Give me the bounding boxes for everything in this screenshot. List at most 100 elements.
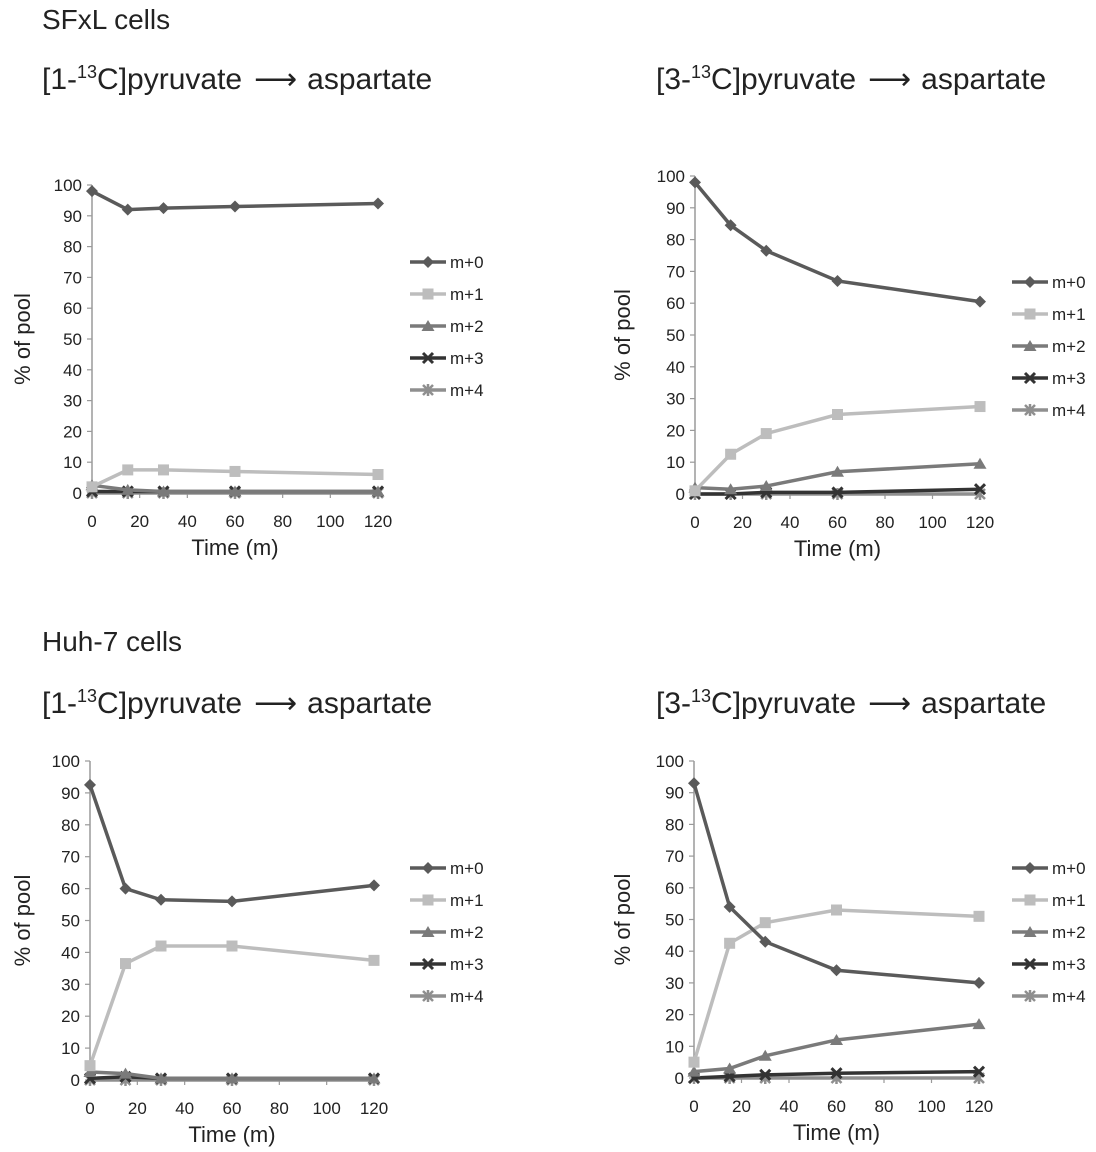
legend-entry: m+0 [1012,273,1086,292]
legend-marker [1023,340,1037,351]
x-tick-label: 120 [364,512,392,531]
x-tick-label: 20 [733,513,752,532]
data-point [973,976,985,989]
x-tick-label: 80 [270,1099,289,1118]
x-tick-label: 100 [917,1097,945,1116]
data-point [973,457,987,469]
data-point [972,1065,986,1078]
title-isotope: 13 [691,62,712,82]
legend-label: m+1 [450,891,484,910]
series-mplus1 [688,904,985,1068]
legend-label: m+0 [1052,273,1086,292]
data-point [372,197,384,210]
y-tick-label: 50 [63,330,82,349]
series-mplus3 [687,1065,986,1085]
data-point [725,448,737,460]
legend-entry: m+1 [410,891,484,910]
x-tick-label: 40 [178,512,197,531]
y-tick-label: 100 [54,176,82,195]
data-point [225,1072,239,1084]
data-point [367,1072,381,1084]
y-tick-label: 0 [71,1071,80,1090]
y-tick-label: 40 [665,942,684,961]
legend-label: m+0 [450,859,484,878]
title-substrate: C]pyruvate [711,687,857,720]
legend-label: m+3 [450,955,484,974]
data-point [228,485,242,497]
data-point [372,469,384,481]
legend-label: m+4 [450,381,484,400]
legend-label: m+3 [1052,955,1086,974]
data-point [687,1065,701,1077]
section-title-sfxl: SFxL cells [42,4,171,35]
data-point [155,893,167,906]
panel-title-huh7-1c: [1-13C]pyruvate ⟶ aspartate [42,686,432,721]
y-tick-label: 80 [666,231,685,250]
y-tick-label: 60 [666,294,685,313]
y-tick-label: 80 [63,238,82,257]
y-tick-label: 20 [61,1007,80,1026]
title-product: aspartate [307,687,433,720]
data-point [759,935,772,948]
legend-label: m+2 [450,923,484,942]
x-tick-label: 120 [965,1097,993,1116]
legend-marker [421,320,435,331]
data-point [689,485,701,497]
data-point [973,910,985,922]
data-point [830,1033,843,1045]
x-tick-label: 100 [918,513,946,532]
y-tick-label: 0 [73,484,82,503]
y-tick-label: 0 [675,1069,684,1088]
data-point [688,777,700,790]
y-tick-label: 70 [665,847,684,866]
legend-marker [422,288,434,300]
x-tick-label: 0 [87,512,96,531]
y-tick-label: 90 [61,784,80,803]
data-point [972,1018,986,1030]
legend-label: m+4 [1052,401,1086,420]
y-tick-label: 10 [666,453,685,472]
legend-label: m+4 [1052,987,1086,1006]
x-tick-label: 100 [316,512,344,531]
y-tick-label: 50 [666,326,685,345]
y-tick-label: 40 [666,358,685,377]
data-point [226,895,238,908]
legend-entry: m+2 [410,317,484,336]
y-tick-label: 30 [665,974,684,993]
data-point [229,200,241,213]
data-point [121,203,134,216]
data-point [157,485,170,497]
y-tick-label: 50 [665,911,684,930]
y-tick-label: 30 [666,390,685,409]
legend-entry: m+3 [1012,955,1086,974]
data-point [724,937,736,949]
panel-title-huh7-3c: [3-13C]pyruvate ⟶ aspartate [656,686,1046,721]
legend-marker [1024,308,1036,320]
y-tick-label: 80 [665,815,684,834]
legend-label: m+2 [450,317,484,336]
title-isotope: 13 [691,686,712,706]
series-line [88,944,375,1067]
data-point [723,900,736,913]
y-tick-label: 40 [63,361,82,380]
legend-marker [422,384,434,396]
legend-marker [1023,926,1037,937]
arrow-icon: ⟶ [868,63,912,96]
legend-entry: m+0 [410,253,484,272]
x-tick-label: 40 [780,1097,799,1116]
data-point [724,483,738,495]
data-point [723,1062,737,1074]
legend-marker [422,894,434,906]
x-axis-title: Time (m) [188,1122,275,1147]
series-line [693,1022,980,1074]
x-tick-label: 0 [85,1099,94,1118]
legend-marker [421,351,435,365]
data-point [84,1060,96,1072]
legend-marker [1024,404,1036,416]
x-tick-label: 60 [223,1099,242,1118]
y-tick-label: 90 [665,784,684,803]
title-substrate: C]pyruvate [97,63,243,96]
y-tick-label: 10 [61,1039,80,1058]
panel-title-sfxl-3c: [3-13C]pyruvate ⟶ aspartate [656,62,1046,97]
y-tick-label: 100 [657,167,685,186]
